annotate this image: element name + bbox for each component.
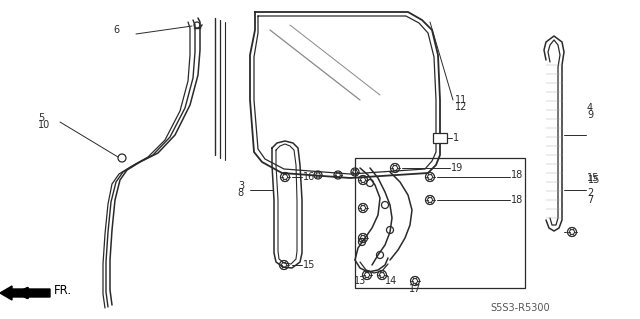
Text: 8: 8 bbox=[238, 188, 244, 198]
Text: 18: 18 bbox=[511, 170, 524, 180]
Text: 18: 18 bbox=[511, 195, 524, 205]
Text: 9: 9 bbox=[587, 110, 593, 120]
Text: 12: 12 bbox=[455, 102, 467, 112]
Bar bbox=[355, 158, 525, 288]
Text: 16: 16 bbox=[303, 172, 316, 182]
Text: 5: 5 bbox=[38, 113, 44, 123]
Text: 19: 19 bbox=[451, 163, 463, 173]
Text: 7: 7 bbox=[587, 195, 593, 205]
Text: S5S3-R5300: S5S3-R5300 bbox=[490, 303, 550, 313]
Text: 14: 14 bbox=[385, 276, 397, 286]
Text: 2: 2 bbox=[587, 188, 593, 198]
FancyArrow shape bbox=[0, 286, 50, 300]
Text: 10: 10 bbox=[38, 120, 51, 130]
Text: 6: 6 bbox=[114, 25, 120, 35]
Text: 15: 15 bbox=[588, 175, 600, 185]
Text: 3: 3 bbox=[238, 181, 244, 191]
Text: 4: 4 bbox=[587, 103, 593, 113]
Text: 15: 15 bbox=[587, 173, 600, 183]
Text: 13: 13 bbox=[354, 276, 366, 286]
Text: 15: 15 bbox=[303, 260, 316, 270]
Bar bbox=[433, 133, 447, 143]
Text: FR.: FR. bbox=[54, 285, 72, 298]
Text: 17: 17 bbox=[409, 284, 421, 294]
Text: 1: 1 bbox=[453, 133, 459, 143]
Text: 11: 11 bbox=[455, 95, 467, 105]
